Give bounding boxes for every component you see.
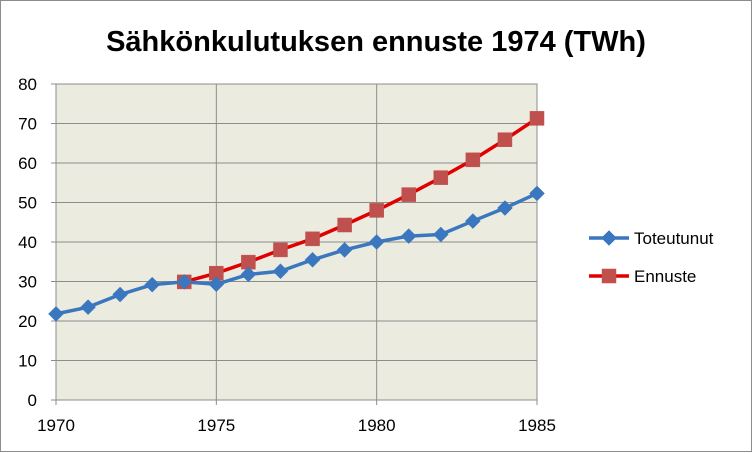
legend-label-ennuste: Ennuste: [634, 267, 696, 286]
y-tick-label: 10: [18, 352, 37, 371]
data-point-toteutunut: [240, 266, 257, 283]
data-point-toteutunut: [48, 306, 64, 322]
chart-title: Sähkönkulutuksen ennuste 1974 (TWh): [106, 26, 646, 58]
y-tick-label: 60: [18, 154, 37, 173]
y-tick-label: 50: [18, 194, 37, 213]
y-tick-label: 80: [18, 75, 37, 94]
data-point-ennuste: [401, 187, 416, 202]
data-point-toteutunut: [400, 228, 417, 244]
y-tick-label: 0: [28, 391, 37, 410]
data-point-toteutunut: [465, 213, 481, 229]
y-tick-label: 70: [18, 115, 37, 134]
data-point-toteutunut: [80, 299, 96, 316]
data-point-ennuste: [529, 111, 545, 126]
data-point-ennuste: [273, 242, 288, 258]
data-point-toteutunut: [529, 185, 545, 202]
data-point-toteutunut: [304, 251, 321, 268]
data-point-ennuste: [465, 152, 481, 168]
legend-marker-toteutunut: [601, 230, 617, 246]
data-point-ennuste: [369, 203, 384, 218]
data-point-ennuste: [337, 217, 352, 233]
x-tick-label: 1970: [37, 416, 75, 435]
data-point-toteutunut: [176, 274, 193, 290]
x-tick-label: 1980: [358, 416, 396, 435]
x-tick-label: 1975: [197, 416, 235, 435]
y-tick-label: 40: [18, 233, 37, 252]
data-point-toteutunut: [432, 226, 449, 243]
data-point-toteutunut: [144, 276, 161, 293]
data-point-toteutunut: [368, 234, 385, 250]
data-point-toteutunut: [497, 200, 513, 216]
y-tick-label: 30: [18, 273, 37, 292]
legend-label-toteutunut: Toteutunut: [634, 229, 714, 248]
plot-area: 0 10 20 30 40 50 60 70 80 1970 1975 1980 1985: [18, 75, 556, 435]
data-point-toteutunut: [208, 276, 225, 293]
data-point-toteutunut: [272, 263, 289, 280]
data-point-ennuste: [305, 231, 320, 247]
x-tick-label: 1985: [518, 416, 556, 435]
data-point-toteutunut: [336, 242, 353, 258]
data-point-ennuste: [433, 170, 449, 185]
y-tick-label: 20: [18, 312, 37, 331]
legend: Toteutunut Ennuste: [589, 229, 714, 286]
data-point-ennuste: [497, 132, 513, 147]
legend-marker-ennuste: [601, 268, 617, 284]
series-line-toteutunut: [55, 191, 538, 316]
data-point-toteutunut: [112, 286, 128, 303]
